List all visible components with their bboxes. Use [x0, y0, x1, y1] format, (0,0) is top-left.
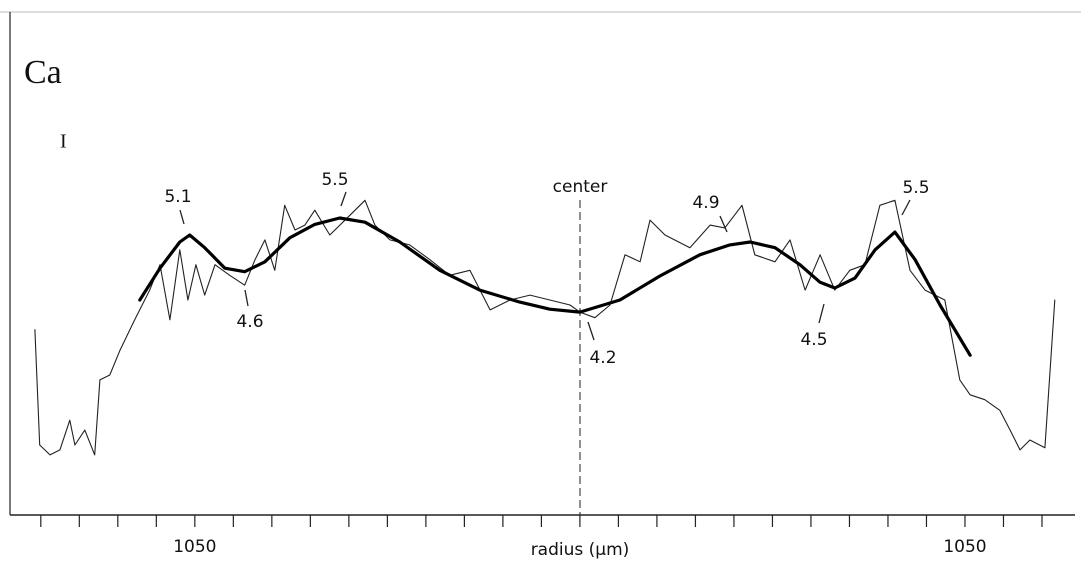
annotation: 5.1	[164, 187, 191, 207]
fit-curve	[138, 216, 972, 357]
annotation: 4.5	[800, 330, 827, 350]
annotation: 5.5	[321, 170, 348, 190]
element-label: Ca	[24, 54, 62, 91]
x-tick-label: 1050	[943, 537, 986, 557]
annotation: 4.9	[692, 193, 719, 213]
annotation: 4.2	[589, 348, 616, 368]
x-axis-label: radius (µm)	[531, 540, 630, 560]
annotation: 5.5	[902, 178, 929, 198]
annotation-leaders	[179, 191, 911, 341]
marker-label: I	[60, 131, 67, 153]
annotation: 4.6	[236, 312, 263, 332]
x-tick-label: 1050	[173, 537, 216, 557]
trace-line	[34, 199, 1056, 456]
center-label: center	[553, 177, 608, 197]
